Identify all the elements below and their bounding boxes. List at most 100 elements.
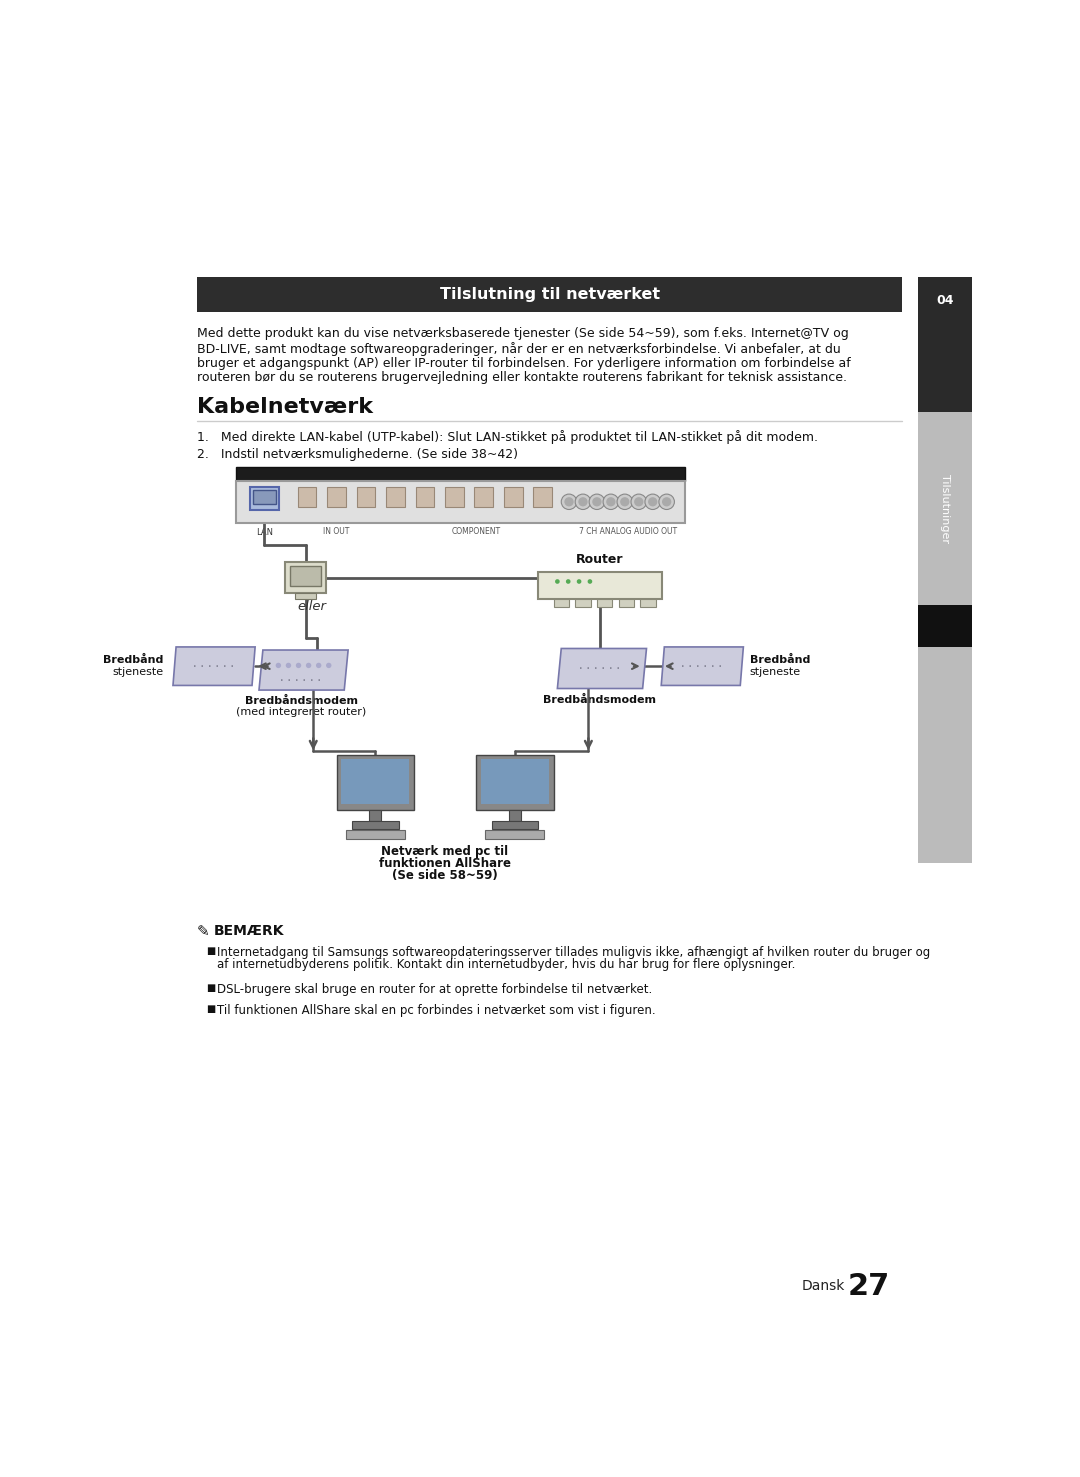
Text: ......: ...... [577,659,622,672]
Bar [235,467,685,480]
Bar [445,487,463,507]
Polygon shape [259,650,348,690]
Bar [352,821,399,829]
Circle shape [577,579,581,583]
Text: Tilslutning til netværket: Tilslutning til netværket [440,287,660,303]
Text: Tilslutninger: Tilslutninger [940,474,950,544]
Text: funktionen AllShare: funktionen AllShare [379,857,511,870]
Bar [918,278,972,412]
Text: bruger et adgangspunkt (AP) eller IP-router til forbindelsen. For yderligere inf: bruger et adgangspunkt (AP) eller IP-rou… [197,356,851,369]
Bar [918,604,972,647]
Text: (Se side 58~59): (Se side 58~59) [392,870,498,882]
Text: ✎: ✎ [197,925,210,939]
Bar [356,487,375,507]
Bar [295,594,316,600]
Text: 7 CH ANALOG AUDIO OUT: 7 CH ANALOG AUDIO OUT [579,527,677,536]
Bar [416,487,434,507]
Circle shape [555,579,559,583]
Circle shape [576,495,591,510]
Text: 1.   Med direkte LAN-kabel (UTP-kabel): Slut LAN-stikket på produktet til LAN-st: 1. Med direkte LAN-kabel (UTP-kabel): Sl… [197,430,818,443]
Text: ■: ■ [206,982,216,993]
Circle shape [592,498,602,507]
Text: 2.   Indstil netværksmulighederne. (Se side 38~42): 2. Indstil netværksmulighederne. (Se sid… [197,449,518,461]
Text: eller: eller [297,600,326,613]
Bar [534,487,552,507]
Circle shape [566,579,570,583]
Text: (med integreret router): (med integreret router) [237,707,367,716]
Circle shape [634,498,644,507]
Bar [369,811,381,821]
Text: Router: Router [577,552,624,566]
Text: Bredbåndsmodem: Bredbåndsmodem [543,694,657,705]
Bar [918,278,972,863]
Text: Dansk: Dansk [801,1279,845,1292]
Text: ■: ■ [206,1004,216,1015]
Text: Netværk med pc til: Netværk med pc til [381,845,509,858]
Polygon shape [173,647,255,685]
Bar [509,811,521,821]
Circle shape [603,495,619,510]
Bar [346,830,405,839]
Circle shape [316,663,322,668]
Text: stjeneste: stjeneste [750,668,800,678]
Circle shape [286,663,292,668]
Bar [235,480,685,523]
Circle shape [617,495,633,510]
Text: DSL-brugere skal bruge en router for at oprette forbindelse til netværket.: DSL-brugere skal bruge en router for at … [217,982,652,995]
Text: routeren bør du se routerens brugervejledning eller kontakte routerens fabrikant: routeren bør du se routerens brugervejle… [197,371,847,384]
Bar [597,598,612,607]
Circle shape [296,663,301,668]
Text: Kabelnetværk: Kabelnetværk [197,397,373,417]
Bar [327,487,346,507]
Bar [337,755,414,811]
Circle shape [588,579,592,583]
Text: 27: 27 [848,1272,890,1301]
Circle shape [645,495,661,510]
Bar [481,759,549,803]
Text: Bredbånd: Bredbånd [104,654,164,665]
Bar [285,563,326,594]
Bar [474,487,494,507]
Bar [491,821,538,829]
Text: Med dette produkt kan du vise netværksbaserede tjenester (Se side 54~59), som f.: Med dette produkt kan du vise netværksba… [197,328,849,340]
Text: Bredbånd: Bredbånd [750,654,810,665]
Bar [485,830,544,839]
Circle shape [662,498,672,507]
Bar [341,759,409,803]
Circle shape [648,498,658,507]
Text: IN OUT: IN OUT [323,527,350,536]
Text: Til funktionen AllShare skal en pc forbindes i netværket som vist i figuren.: Til funktionen AllShare skal en pc forbi… [217,1004,656,1018]
Circle shape [275,663,281,668]
Bar [387,487,405,507]
Text: COMPONENT: COMPONENT [451,527,500,536]
Bar [197,278,902,312]
Polygon shape [661,647,743,685]
Circle shape [631,495,647,510]
Text: ......: ...... [679,657,724,669]
Text: stjeneste: stjeneste [112,668,164,678]
Circle shape [562,495,577,510]
Circle shape [606,498,616,507]
Circle shape [326,663,332,668]
Bar [576,598,591,607]
Bar [619,598,634,607]
Circle shape [306,663,311,668]
Circle shape [565,498,573,507]
Circle shape [578,498,588,507]
Text: 04: 04 [936,294,954,307]
Text: af internetudbyderens politik. Kontakt din internetudbyder, hvis du har brug for: af internetudbyderens politik. Kontakt d… [217,959,796,970]
Circle shape [659,495,674,510]
Text: ......: ...... [279,671,323,684]
Text: Bredbåndsmodem: Bredbåndsmodem [245,696,359,706]
Text: Internetadgang til Samsungs softwareopdateringsserver tillades muligvis ikke, af: Internetadgang til Samsungs softwareopda… [217,945,930,959]
Circle shape [620,498,630,507]
Bar [253,490,276,504]
Text: LAN: LAN [256,527,273,536]
Bar [476,755,554,811]
Text: ■: ■ [206,945,216,956]
Bar [298,487,316,507]
Bar [291,566,321,586]
Text: BEMÆRK: BEMÆRK [214,925,284,938]
Bar [640,598,656,607]
Bar [538,572,662,598]
